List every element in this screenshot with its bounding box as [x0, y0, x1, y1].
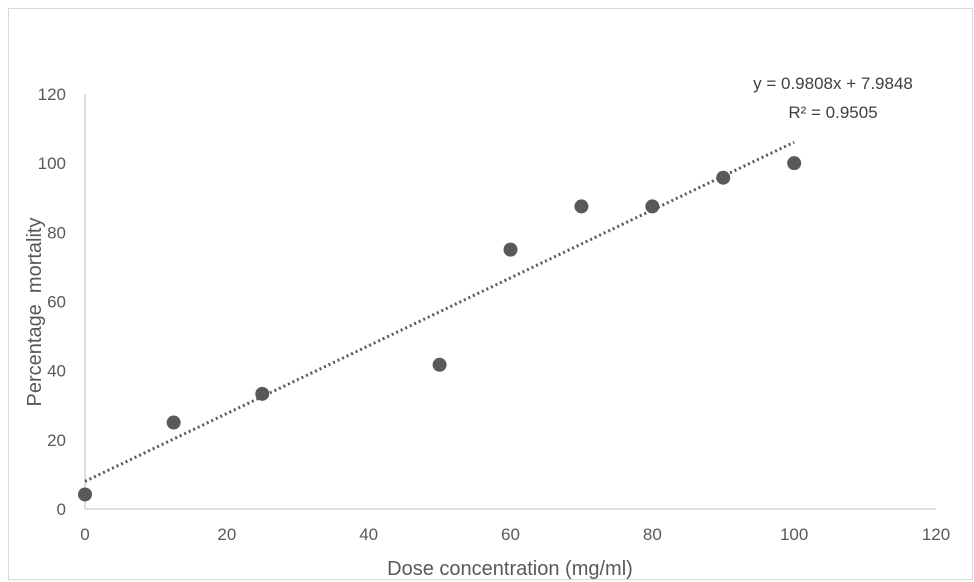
y-tick-label: 120: [38, 85, 66, 104]
y-tick-label: 60: [47, 293, 66, 312]
y-tick-label: 20: [47, 431, 66, 450]
x-tick-label: 60: [501, 525, 520, 544]
axes: [84, 94, 936, 510]
data-point: [645, 199, 660, 214]
y-tick-label: 40: [47, 362, 66, 381]
trendline-group: [84, 140, 795, 483]
chart-frame: [8, 8, 973, 580]
data-point: [432, 357, 447, 372]
x-tick-label: 80: [643, 525, 662, 544]
data-point: [787, 156, 802, 171]
data-point: [78, 487, 92, 502]
x-tick-label: 20: [217, 525, 236, 544]
y-axis-title: Percentage mortality: [24, 218, 46, 407]
data-point: [255, 386, 270, 401]
trendline: [84, 140, 795, 483]
x-axis-title: Dose concentration (mg/ml): [387, 558, 633, 580]
y-tick-label: 0: [57, 500, 66, 519]
x-tick-label: 120: [922, 525, 950, 544]
data-point: [574, 199, 589, 214]
y-tick-label: 100: [38, 154, 66, 173]
trendline-r2-label: R² = 0.9505: [788, 103, 877, 122]
y-tick-label: 80: [47, 223, 66, 242]
tick-labels: 0 20 40 60 80 100 120 0 20 40 60 80 100 120: [38, 85, 951, 544]
x-tick-label: 100: [780, 525, 808, 544]
data-point: [166, 415, 181, 430]
data-point: [503, 242, 518, 257]
data-point: [716, 170, 731, 185]
trendline-equation-label: y = 0.9808x + 7.9848: [753, 74, 913, 93]
data-points: [78, 156, 802, 502]
x-tick-label: 40: [359, 525, 378, 544]
x-tick-label: 0: [80, 525, 89, 544]
